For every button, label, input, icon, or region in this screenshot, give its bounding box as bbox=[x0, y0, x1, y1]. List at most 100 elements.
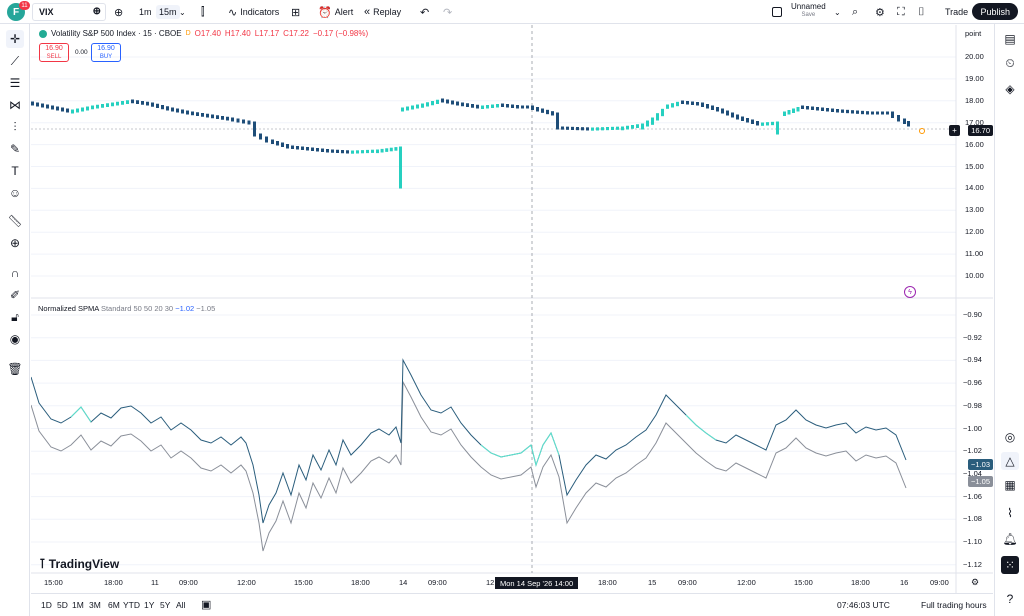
apps-grid-icon[interactable]: ⁙ bbox=[1001, 556, 1019, 574]
calendar-icon[interactable]: ▦ bbox=[1004, 478, 1016, 492]
time-settings-icon[interactable]: ⚙ bbox=[971, 577, 980, 587]
trendline-tool-icon[interactable]: ⟋ bbox=[10, 53, 20, 68]
ohlc-change: −0.17 (−0.98%) bbox=[312, 29, 369, 38]
redo-button[interactable]: ↷ bbox=[443, 4, 452, 20]
layers-icon[interactable]: ◈ bbox=[1005, 82, 1015, 96]
candle bbox=[389, 147, 393, 152]
indicator-legend[interactable]: Normalized SPMA Standard 50 50 20 30 −1.… bbox=[38, 304, 215, 313]
add-symbol-icon[interactable]: ⊕ bbox=[92, 6, 101, 17]
tf-1m-label: 1m bbox=[139, 7, 152, 17]
layout-name[interactable]: Unnamed Save bbox=[791, 2, 826, 20]
candle bbox=[236, 118, 240, 123]
candle bbox=[491, 104, 494, 108]
candle bbox=[101, 104, 104, 108]
range-1d[interactable]: 1D bbox=[41, 600, 52, 610]
candle bbox=[876, 111, 879, 115]
bell-icon[interactable]: 🔔︎ bbox=[1002, 532, 1018, 546]
range-1y[interactable]: 1Y bbox=[144, 600, 155, 610]
forecast-tool-icon[interactable]: ⫶ bbox=[13, 119, 17, 134]
last-price-marker bbox=[919, 128, 925, 134]
pattern-tool-icon[interactable]: ⋈ bbox=[9, 98, 21, 112]
magnet-icon[interactable]: ∩ bbox=[10, 266, 20, 280]
replay-label: Replay bbox=[373, 7, 402, 17]
quick-search-button[interactable]: ⌕ bbox=[852, 4, 858, 20]
undo-button[interactable]: ↶ bbox=[420, 4, 429, 20]
candle bbox=[136, 100, 139, 104]
time-tick: 14 bbox=[399, 578, 408, 587]
candle bbox=[253, 121, 256, 137]
ohlc-open: O17.40 bbox=[194, 29, 221, 38]
lightning-icon[interactable]: ϟ bbox=[904, 286, 916, 298]
price-tick: 15.00 bbox=[965, 161, 984, 171]
chart-canvas[interactable] bbox=[31, 25, 993, 593]
chart-area[interactable]: Volatility S&P 500 Index · 15 · CBOE D O… bbox=[31, 25, 993, 593]
candle bbox=[181, 109, 184, 114]
ruler-tool-icon[interactable]: 📏︎ bbox=[7, 214, 23, 228]
emoji-tool-icon[interactable]: ☺ bbox=[8, 186, 22, 200]
templates-button[interactable]: ⊞ bbox=[291, 4, 300, 20]
candle bbox=[611, 126, 614, 130]
crosshair-tool-icon[interactable]: ✛ bbox=[6, 30, 24, 48]
range-5y[interactable]: 5Y bbox=[160, 600, 171, 610]
candle bbox=[471, 104, 474, 108]
candle bbox=[706, 104, 709, 109]
publish-button[interactable]: Publish bbox=[972, 3, 1018, 20]
symbol-search-input[interactable]: VIX ⊕ bbox=[32, 3, 106, 21]
candle bbox=[247, 120, 251, 125]
candle bbox=[41, 103, 44, 108]
layout-dropdown[interactable]: ⌄ bbox=[834, 4, 841, 20]
indicators-button[interactable]: ∿ Indicators bbox=[228, 4, 279, 20]
eye-icon[interactable]: ◉ bbox=[9, 332, 21, 346]
candle bbox=[581, 127, 584, 131]
tradingview-logo[interactable]: ⊺ TradingView bbox=[39, 556, 119, 572]
chevron-down-icon: ⌄ bbox=[179, 7, 186, 17]
add-alert-icon[interactable]: + bbox=[949, 125, 960, 136]
help-icon[interactable]: ? bbox=[1006, 592, 1014, 606]
range-3m[interactable]: 3M bbox=[89, 600, 101, 610]
range-6m[interactable]: 6M bbox=[108, 600, 120, 610]
trash-icon[interactable]: 🗑︎ bbox=[7, 362, 23, 376]
timeframe-1m[interactable]: 1m bbox=[139, 4, 152, 20]
range-1m[interactable]: 1M bbox=[72, 600, 84, 610]
session-text[interactable]: Full trading hours bbox=[921, 600, 987, 610]
alert-button[interactable]: ⏰ Alert bbox=[318, 4, 353, 20]
alerts-icon[interactable]: ⏲ bbox=[1005, 55, 1015, 70]
lock-icon[interactable]: 🔓︎ bbox=[11, 309, 19, 324]
fullscreen-button[interactable]: ⛶ bbox=[897, 4, 905, 20]
range-5d[interactable]: 5D bbox=[57, 600, 68, 610]
candle bbox=[546, 109, 549, 115]
chevron-down-icon: ⌄ bbox=[834, 7, 841, 17]
candle bbox=[336, 149, 339, 153]
text-tool-icon[interactable]: T bbox=[11, 164, 19, 178]
settings-button[interactable]: ⚙ bbox=[875, 4, 885, 20]
candle bbox=[821, 107, 824, 111]
sell-button[interactable]: 16.90 SELL bbox=[39, 43, 69, 62]
candle bbox=[646, 120, 649, 127]
replay-button[interactable]: «Replay bbox=[364, 4, 401, 20]
timeframe-dropdown[interactable]: ⌄ bbox=[179, 4, 186, 20]
chart-type-button[interactable]: ⫿ bbox=[201, 4, 205, 20]
range-ytd[interactable]: YTD bbox=[123, 600, 140, 610]
target-icon[interactable]: ◎ bbox=[1004, 430, 1016, 444]
candle bbox=[556, 112, 559, 130]
ideas-icon[interactable]: △ bbox=[1001, 452, 1019, 470]
buy-button[interactable]: 16.90 BUY bbox=[91, 43, 121, 62]
snapshot-button[interactable]: ⌷ bbox=[918, 4, 925, 20]
trade-button[interactable]: Trade bbox=[945, 4, 968, 20]
watchlist-icon[interactable]: ▤ bbox=[1004, 32, 1016, 46]
candle bbox=[631, 125, 634, 129]
stream-icon[interactable]: ⌇ bbox=[1007, 506, 1013, 520]
time-tick: 15:00 bbox=[794, 578, 813, 587]
layout-select-button[interactable] bbox=[772, 4, 782, 20]
compare-button[interactable]: ⊕ bbox=[114, 4, 123, 20]
clock-text[interactable]: 07:46:03 UTC bbox=[837, 600, 890, 610]
lock-drawings-icon[interactable]: ✐ bbox=[9, 288, 21, 302]
range-all[interactable]: All bbox=[176, 600, 186, 610]
fib-tool-icon[interactable]: ☰ bbox=[9, 76, 21, 90]
brush-tool-icon[interactable]: ✎ bbox=[9, 142, 21, 156]
goto-date-icon[interactable]: ▣ bbox=[201, 599, 212, 611]
zoom-in-icon[interactable]: ⊕ bbox=[9, 236, 21, 250]
timeframe-15m[interactable]: 15m bbox=[156, 4, 180, 20]
candle bbox=[211, 114, 214, 119]
indicator-tick: −1.08 bbox=[963, 514, 982, 524]
